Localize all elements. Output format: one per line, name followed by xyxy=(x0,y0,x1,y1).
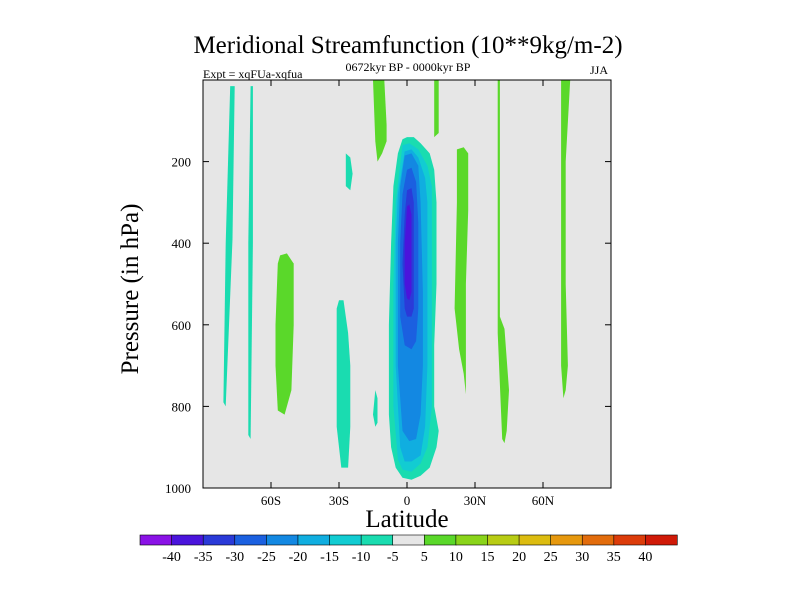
colorbar-swatch-0 xyxy=(139,534,173,546)
colorbar-swatch-9 xyxy=(423,534,457,546)
contour-region-17 xyxy=(404,204,412,301)
colorbar-swatch-4 xyxy=(266,534,299,546)
colorbar-label-10: 15 xyxy=(481,550,495,565)
y-tick-label-0: 200 xyxy=(172,155,192,170)
y-tick-label-1: 400 xyxy=(172,236,192,251)
colorbar-swatch-5 xyxy=(297,534,331,546)
contour-region-10 xyxy=(454,147,469,395)
x-axis-ticks: 60S 30S 0 30N 60N xyxy=(261,80,555,508)
contour-region-1 xyxy=(248,86,253,439)
colorbar-swatch-6 xyxy=(329,534,362,546)
contour-region-0 xyxy=(223,86,235,407)
x-tick-label-1: 30S xyxy=(329,493,349,508)
contour-region-2 xyxy=(275,253,294,415)
colorbar-swatch-10 xyxy=(455,534,489,546)
colorbar-swatch-3 xyxy=(234,534,267,546)
colorbar-label-14: 35 xyxy=(607,550,621,565)
y-tick-label-2: 600 xyxy=(172,318,192,333)
colorbar-swatch-16 xyxy=(645,534,678,546)
colorbar-swatch-2 xyxy=(202,534,236,546)
colorbar-swatch-1 xyxy=(171,534,204,546)
experiment-subtitle: Expt = xqFUa-xqfua xyxy=(203,67,303,81)
y-axis-title: Pressure (in hPa) xyxy=(117,204,144,375)
colorbar-swatch-14 xyxy=(581,534,615,546)
y-axis-ticks: 200 400 600 800 1000 xyxy=(165,155,611,496)
colorbar-swatch-12 xyxy=(518,534,552,546)
colorbar-label-12: 25 xyxy=(544,550,558,565)
colorbar-label-11: 20 xyxy=(512,550,526,565)
colorbar: -40 -35 -30 -25 -20 -15 -10 -5 5 10 15 20 25 30 35 40 xyxy=(139,534,678,565)
colorbar-swatch-8 xyxy=(392,534,425,546)
contour-region-9 xyxy=(561,80,571,399)
x-axis-title: Latitude xyxy=(365,506,448,533)
contour-region-8 xyxy=(497,80,509,444)
contour-region-5 xyxy=(373,390,378,427)
colorbar-label-2: -30 xyxy=(225,550,244,565)
x-tick-label-4: 60N xyxy=(532,493,555,508)
colorbar-label-15: 40 xyxy=(638,550,652,565)
colorbar-swatch-13 xyxy=(550,534,583,546)
colorbar-swatch-11 xyxy=(487,534,520,546)
colorbar-label-9: 10 xyxy=(449,550,463,565)
y-tick-label-4: 1000 xyxy=(165,481,191,496)
period-subtitle: 0672kyr BP - 0000kyr BP xyxy=(346,60,471,74)
colorbar-swatch-15 xyxy=(613,534,647,546)
contour-region-7 xyxy=(434,80,439,138)
contour-regions xyxy=(223,80,571,480)
contour-region-6 xyxy=(373,80,387,162)
colorbar-label-0: -40 xyxy=(162,550,181,565)
y-tick-label-3: 800 xyxy=(172,399,192,414)
contour-region-4 xyxy=(336,300,351,468)
colorbar-label-7: -5 xyxy=(387,550,399,565)
colorbar-swatch-7 xyxy=(360,534,394,546)
x-tick-label-3: 30N xyxy=(464,493,487,508)
colorbar-label-8: 5 xyxy=(421,550,428,565)
season-subtitle: JJA xyxy=(590,63,608,77)
colorbar-label-5: -15 xyxy=(320,550,339,565)
chart-title: Meridional Streamfunction (10**9kg/m-2) xyxy=(193,32,622,59)
x-tick-label-2: 0 xyxy=(404,493,411,508)
colorbar-label-6: -10 xyxy=(352,550,371,565)
x-tick-label-0: 60S xyxy=(261,493,281,508)
colorbar-label-13: 30 xyxy=(575,550,589,565)
colorbar-label-3: -25 xyxy=(257,550,276,565)
contour-region-3 xyxy=(345,153,353,191)
colorbar-label-4: -20 xyxy=(289,550,308,565)
colorbar-label-1: -35 xyxy=(194,550,213,565)
